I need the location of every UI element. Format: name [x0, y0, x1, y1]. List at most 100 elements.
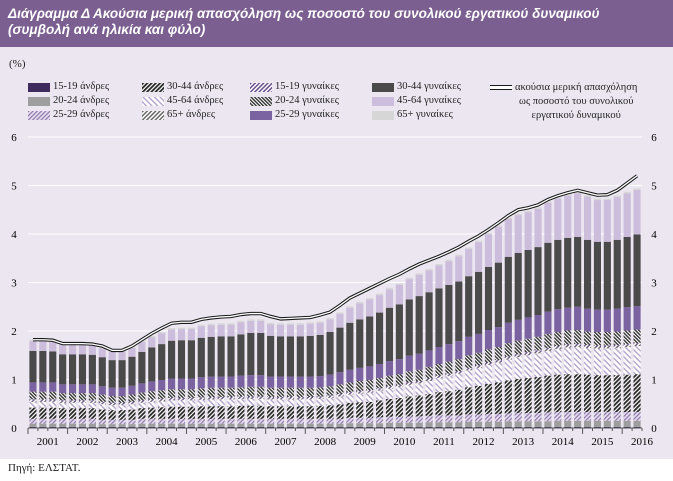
- bar-segment: [356, 380, 364, 392]
- bar-segment: [148, 423, 156, 428]
- bar-segment: [366, 392, 374, 402]
- bar-segment: [415, 353, 423, 370]
- bar-segment: [613, 331, 621, 346]
- x-tick-label: 2014: [552, 436, 575, 448]
- bar-segment: [187, 423, 195, 428]
- bar-segment: [227, 324, 235, 337]
- legend-label: ακούσια μερική απασχόληση ως ποσοστό του…: [515, 82, 638, 121]
- bar-segment: [88, 408, 96, 419]
- bar-segment: [534, 377, 542, 413]
- bar-segment: [217, 396, 225, 399]
- x-tick-label: 2007: [274, 436, 297, 448]
- bar-segment: [405, 396, 413, 417]
- bar-segment: [395, 386, 403, 388]
- bar-segment: [177, 327, 186, 330]
- bar-segment: [296, 406, 304, 419]
- bar-segment: [29, 350, 37, 383]
- x-tick-label: 2004: [156, 436, 179, 448]
- bar-segment: [445, 284, 453, 345]
- bar-segment: [158, 407, 166, 419]
- x-tick-label: 2006: [235, 436, 258, 448]
- bar-segment: [583, 412, 592, 421]
- bar-segment: [484, 266, 493, 331]
- bar-segment: [435, 378, 443, 393]
- x-tick-label: 2011: [433, 436, 455, 448]
- bar-segment: [29, 382, 37, 392]
- bar-segment: [98, 404, 106, 410]
- bar-segment: [247, 418, 255, 424]
- bar-segment: [197, 337, 205, 378]
- bar-segment: [39, 418, 47, 424]
- bar-segment: [267, 423, 275, 428]
- bar-segment: [207, 323, 215, 326]
- bar-segment: [49, 341, 57, 352]
- bar-segment: [128, 401, 136, 404]
- bar-segment: [78, 393, 87, 401]
- bar-segment: [247, 375, 255, 387]
- bar-segment: [494, 226, 502, 263]
- bar-segment: [197, 324, 205, 327]
- bar-segment: [623, 420, 631, 428]
- bar-segment: [276, 336, 285, 377]
- bar-segment: [366, 390, 374, 392]
- bar-segment: [534, 353, 542, 378]
- bar-segment: [445, 422, 453, 428]
- bar-segment: [435, 377, 443, 379]
- bar-segment: [435, 363, 443, 376]
- bar-segment: [168, 378, 176, 390]
- bar-segment: [336, 396, 344, 405]
- bar-segment: [98, 386, 106, 395]
- bar-segment: [316, 396, 324, 398]
- bar-segment: [78, 418, 87, 424]
- bar-segment: [187, 329, 195, 341]
- bar-segment: [524, 338, 532, 353]
- bar-segment: [554, 348, 562, 375]
- bar-segment: [623, 374, 631, 412]
- bar-segment: [296, 396, 304, 399]
- bar-segment: [286, 336, 294, 377]
- bar-segment: [633, 420, 641, 428]
- bar-segment: [336, 394, 344, 396]
- bar-segment: [29, 400, 37, 402]
- bar-segment: [465, 370, 473, 388]
- bar-segment: [514, 213, 522, 216]
- bar-segment: [207, 376, 215, 388]
- bar-segment: [158, 331, 166, 334]
- bar-segment: [544, 333, 552, 348]
- bar-segment: [336, 395, 344, 397]
- bar-segment: [88, 423, 96, 428]
- bar-segment: [138, 383, 146, 393]
- bar-segment: [524, 250, 532, 318]
- bar-segment: [435, 288, 443, 348]
- bar-segment: [366, 391, 374, 393]
- bar-segment: [138, 408, 146, 419]
- bar-segment: [445, 361, 453, 374]
- bar-segment: [336, 372, 344, 385]
- bar-segment: [455, 359, 463, 372]
- bar-segment: [168, 340, 176, 379]
- bar-segment: [237, 334, 245, 376]
- bar-segment: [237, 418, 245, 424]
- bar-segment: [415, 273, 423, 275]
- bar-segment: [583, 195, 592, 197]
- bar-segment: [544, 375, 552, 413]
- bar-segment: [78, 384, 87, 394]
- bar-segment: [49, 399, 57, 401]
- bar-segment: [504, 256, 512, 323]
- bar-segment: [356, 393, 364, 403]
- bar-segment: [376, 295, 384, 313]
- bar-segment: [435, 264, 443, 266]
- bar-segment: [257, 386, 265, 397]
- bar-segment: [168, 397, 176, 400]
- y-tick-label-right: 1: [651, 375, 657, 387]
- total-line-inner: [32, 175, 638, 352]
- bar-segment: [177, 340, 186, 379]
- bar-segment: [177, 399, 186, 401]
- bar-segment: [247, 423, 255, 428]
- bar-segment: [177, 329, 186, 341]
- bar-segment: [405, 355, 413, 372]
- bar-segment: [306, 399, 314, 407]
- y-tick-label-right: 4: [651, 229, 657, 241]
- bar-segment: [613, 345, 621, 347]
- bar-segment: [39, 391, 47, 400]
